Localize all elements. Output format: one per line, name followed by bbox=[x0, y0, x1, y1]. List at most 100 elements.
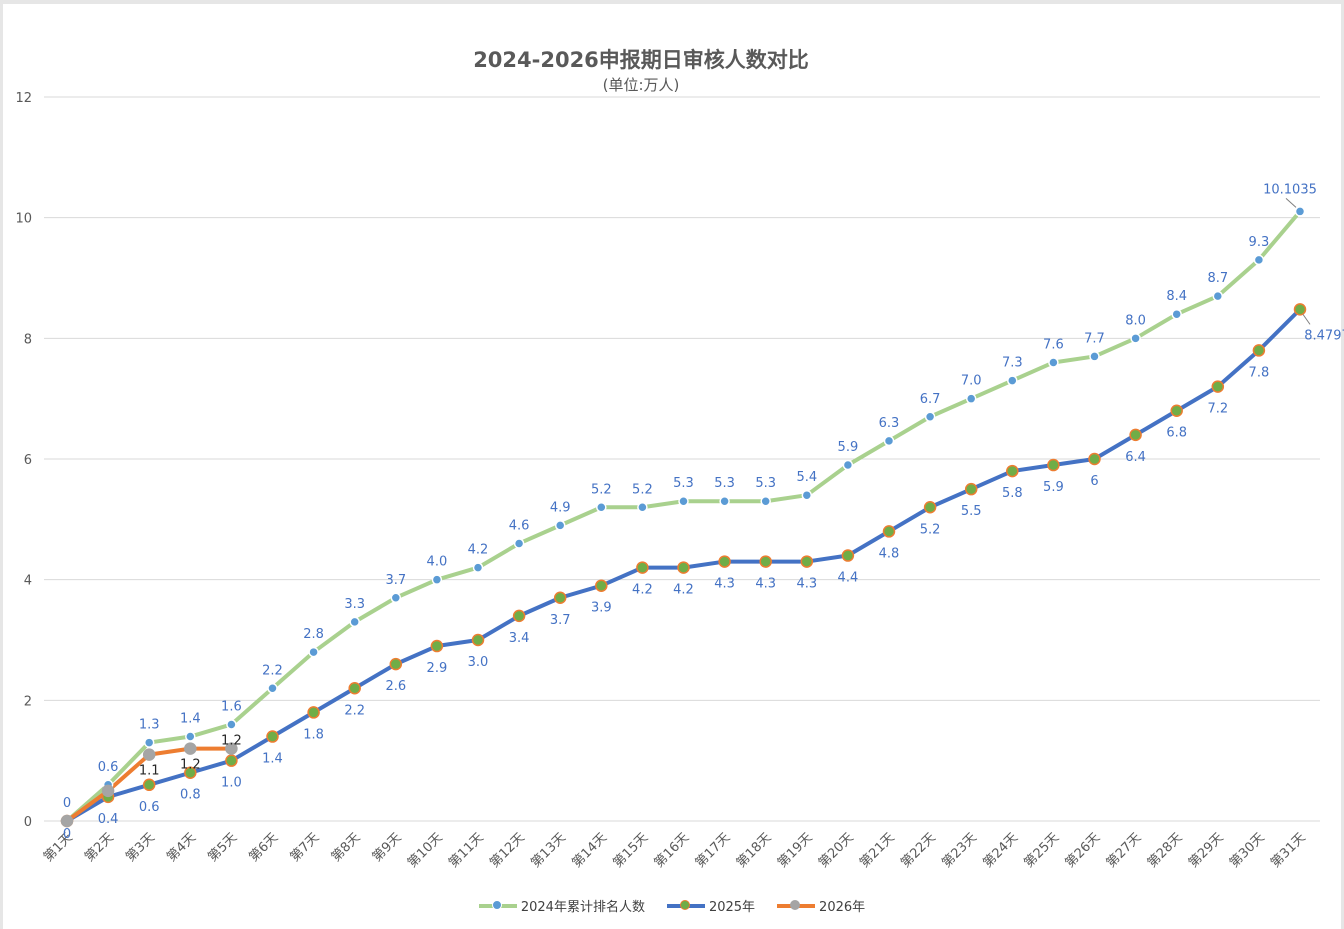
data-point-marker bbox=[1130, 333, 1141, 344]
data-point-marker bbox=[349, 616, 360, 628]
data-label: 5.8 bbox=[1002, 486, 1023, 501]
data-label: 0.6 bbox=[98, 760, 119, 775]
x-tick-label: 第4天 bbox=[164, 830, 199, 865]
data-point-marker bbox=[1006, 464, 1019, 478]
data-label: 4.8 bbox=[879, 546, 900, 561]
data-point-marker bbox=[596, 502, 607, 513]
x-tick-label: 第23天 bbox=[939, 830, 980, 871]
data-point-marker bbox=[595, 579, 608, 592]
data-label: 7.7 bbox=[1084, 331, 1105, 346]
data-point-marker bbox=[1129, 428, 1142, 442]
data-label: 3.7 bbox=[550, 613, 571, 628]
data-point-marker bbox=[143, 737, 155, 748]
data-label: 1.2 bbox=[221, 734, 242, 749]
data-label: 1.6 bbox=[221, 699, 242, 714]
x-tick-label: 第10天 bbox=[405, 830, 446, 871]
data-point-marker bbox=[965, 393, 977, 404]
data-label: 5.4 bbox=[796, 470, 817, 485]
x-tick-label: 第5天 bbox=[205, 830, 240, 865]
y-tick-label: 6 bbox=[24, 453, 32, 468]
data-point-marker bbox=[307, 706, 320, 719]
x-tick-label: 第22天 bbox=[898, 830, 939, 871]
data-point-marker bbox=[1170, 404, 1183, 417]
chart-legend: 2024年累计排名人数 2025年 2026年 bbox=[0, 896, 1344, 915]
legend-item: 2026年 bbox=[777, 896, 865, 915]
data-label: 2.9 bbox=[427, 661, 448, 676]
data-label: 1.2 bbox=[180, 758, 201, 773]
data-label: 7.3 bbox=[1002, 356, 1023, 371]
data-label: 8.0 bbox=[1125, 313, 1146, 328]
data-label: 1.0 bbox=[221, 776, 242, 791]
data-point-marker bbox=[185, 731, 196, 742]
series-line bbox=[65, 209, 1302, 823]
data-label: 4.4 bbox=[838, 571, 859, 586]
x-tick-label: 第30天 bbox=[1227, 830, 1268, 871]
data-point-marker bbox=[226, 719, 237, 730]
data-point-marker bbox=[1048, 357, 1059, 368]
x-tick-label: 第15天 bbox=[611, 830, 652, 871]
x-tick-label: 第6天 bbox=[246, 830, 281, 865]
legend-line-marker-icon bbox=[777, 899, 816, 910]
data-label: 5.9 bbox=[1043, 480, 1064, 495]
data-point-marker bbox=[923, 501, 937, 514]
data-label: 4.3 bbox=[796, 577, 817, 592]
x-tick-label: 第26天 bbox=[1063, 830, 1104, 871]
data-point-marker bbox=[142, 748, 156, 761]
data-point-marker bbox=[677, 561, 690, 574]
data-label: 5.2 bbox=[591, 482, 612, 497]
data-label: 8.4797 bbox=[1304, 328, 1344, 343]
data-label: 5.2 bbox=[632, 482, 653, 497]
data-label: 0.4 bbox=[98, 812, 119, 827]
data-point-marker bbox=[801, 489, 813, 501]
x-tick-label: 第12天 bbox=[487, 830, 528, 871]
data-point-marker bbox=[267, 683, 278, 694]
data-point-marker bbox=[225, 754, 238, 767]
data-label: 10.1035 bbox=[1263, 182, 1317, 197]
x-tick-label: 第29天 bbox=[1186, 830, 1227, 871]
data-label: 3.0 bbox=[468, 655, 489, 670]
data-point-marker bbox=[760, 495, 771, 507]
data-point-marker bbox=[184, 742, 197, 755]
data-point-marker bbox=[184, 766, 197, 779]
data-label: 5.2 bbox=[920, 522, 941, 537]
data-point-marker bbox=[225, 742, 238, 755]
data-point-marker bbox=[1294, 206, 1306, 217]
data-label: 0.8 bbox=[180, 788, 201, 803]
data-point-marker bbox=[842, 459, 854, 471]
data-label: 6.4 bbox=[1125, 450, 1146, 465]
data-point-marker bbox=[1212, 290, 1224, 302]
data-point-marker bbox=[431, 574, 443, 585]
data-label: 0.6 bbox=[139, 800, 160, 815]
data-point-marker bbox=[308, 646, 319, 658]
data-label: 7.2 bbox=[1207, 402, 1228, 417]
data-label: 1.4 bbox=[262, 752, 283, 767]
data-label: 1.4 bbox=[180, 712, 201, 727]
data-label: 3.9 bbox=[591, 601, 612, 616]
data-label: 3.3 bbox=[344, 597, 365, 612]
chart-title: 2024-2026申报期日审核人数对比 bbox=[473, 48, 809, 72]
data-label: 7.0 bbox=[961, 374, 982, 389]
x-tick-label: 第31天 bbox=[1268, 830, 1309, 871]
data-point-marker bbox=[389, 657, 403, 671]
data-point-marker bbox=[636, 561, 649, 574]
data-label: 5.5 bbox=[961, 504, 982, 519]
data-label: 4.9 bbox=[550, 500, 571, 515]
legend-line-marker-icon bbox=[478, 899, 517, 910]
data-label: 4.6 bbox=[509, 518, 530, 533]
x-tick-label: 第2天 bbox=[82, 830, 117, 865]
data-label: 3.4 bbox=[509, 631, 530, 646]
data-point-marker bbox=[759, 555, 772, 568]
x-tick-label: 第27天 bbox=[1104, 830, 1145, 871]
data-point-marker bbox=[924, 411, 936, 423]
data-point-marker bbox=[882, 525, 896, 538]
data-point-marker bbox=[1211, 380, 1225, 393]
data-label: 1.8 bbox=[303, 727, 324, 742]
y-tick-label: 0 bbox=[24, 815, 32, 830]
data-label: 9.3 bbox=[1249, 235, 1270, 250]
data-point-marker bbox=[964, 482, 978, 496]
leader-line bbox=[1285, 198, 1297, 208]
data-label: 6.7 bbox=[920, 392, 941, 407]
legend-item: 2024年累计排名人数 bbox=[478, 896, 645, 915]
data-label: 4.2 bbox=[468, 543, 489, 558]
data-point-marker bbox=[1293, 303, 1307, 316]
